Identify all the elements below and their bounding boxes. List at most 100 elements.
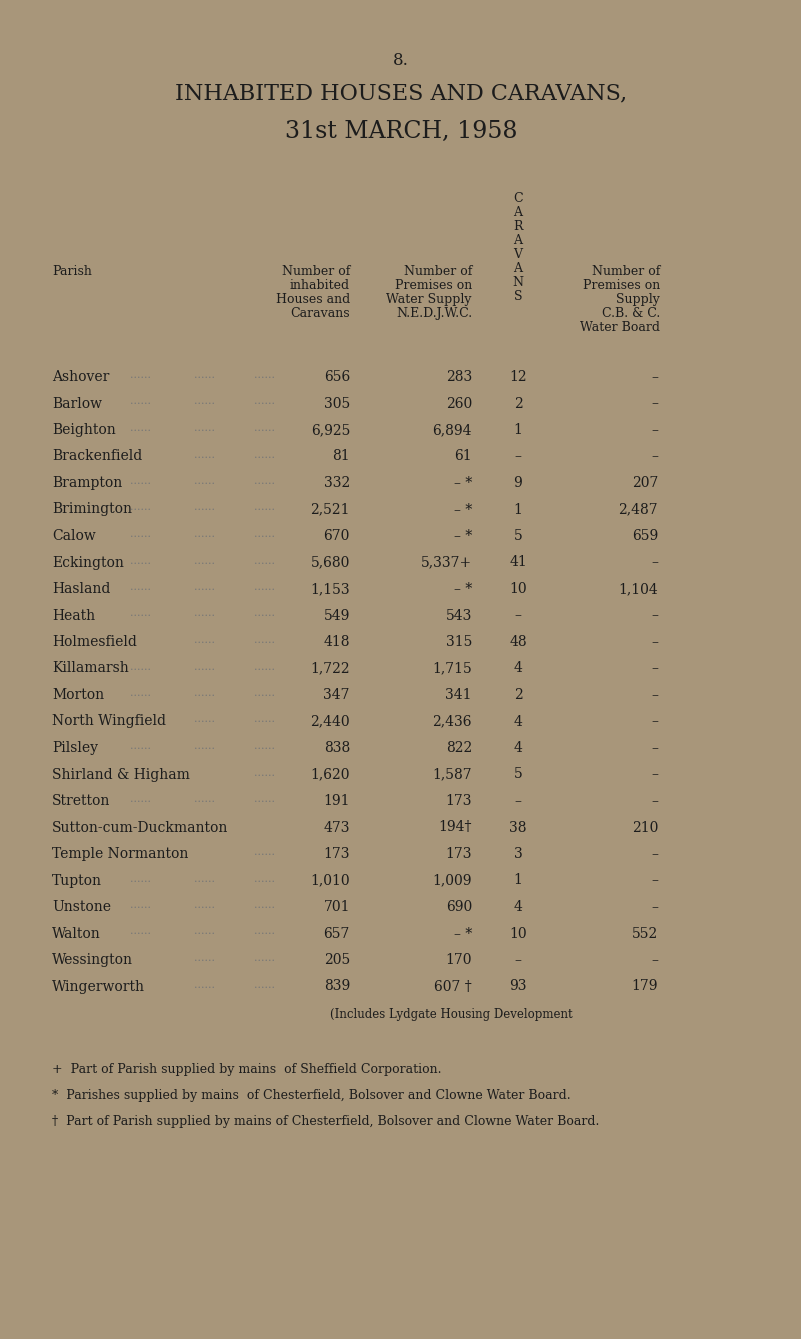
Text: – *: – *: [453, 927, 472, 940]
Text: –: –: [651, 661, 658, 675]
Text: R: R: [513, 220, 523, 233]
Text: Temple Normanton: Temple Normanton: [52, 848, 188, 861]
Text: –: –: [651, 688, 658, 702]
Text: ......: ......: [130, 661, 151, 671]
Text: Barlow: Barlow: [52, 396, 102, 411]
Text: 6,925: 6,925: [311, 423, 350, 437]
Text: Stretton: Stretton: [52, 794, 111, 807]
Text: ......: ......: [194, 953, 215, 963]
Text: Houses and: Houses and: [276, 293, 350, 307]
Text: – *: – *: [453, 529, 472, 544]
Text: 418: 418: [324, 635, 350, 649]
Text: –: –: [651, 450, 658, 463]
Text: Number of: Number of: [404, 265, 472, 279]
Text: Tupton: Tupton: [52, 873, 102, 888]
Text: ......: ......: [254, 767, 275, 778]
Text: Parish: Parish: [52, 265, 92, 279]
Text: ......: ......: [254, 450, 275, 459]
Text: 1: 1: [513, 423, 522, 437]
Text: V: V: [513, 248, 522, 261]
Text: ......: ......: [194, 502, 215, 513]
Text: 315: 315: [445, 635, 472, 649]
Text: 690: 690: [445, 900, 472, 915]
Text: 93: 93: [509, 980, 527, 994]
Text: ......: ......: [254, 661, 275, 671]
Text: 543: 543: [445, 608, 472, 623]
Text: –: –: [514, 953, 521, 967]
Text: ......: ......: [254, 927, 275, 936]
Text: ......: ......: [254, 529, 275, 540]
Text: 283: 283: [445, 370, 472, 384]
Text: 1,620: 1,620: [311, 767, 350, 782]
Text: 2: 2: [513, 396, 522, 411]
Text: –: –: [651, 953, 658, 967]
Text: 4: 4: [513, 715, 522, 728]
Text: (Includes Lydgate Housing Development: (Includes Lydgate Housing Development: [330, 1008, 573, 1022]
Text: 48: 48: [509, 635, 527, 649]
Text: 173: 173: [324, 848, 350, 861]
Text: ......: ......: [194, 608, 215, 619]
Text: 207: 207: [632, 475, 658, 490]
Text: ......: ......: [130, 794, 151, 803]
Text: 1,587: 1,587: [433, 767, 472, 782]
Text: 173: 173: [445, 848, 472, 861]
Text: 1,715: 1,715: [433, 661, 472, 675]
Text: –: –: [651, 396, 658, 411]
Text: 656: 656: [324, 370, 350, 384]
Text: ......: ......: [194, 873, 215, 884]
Text: –: –: [514, 794, 521, 807]
Text: 3: 3: [513, 848, 522, 861]
Text: Number of: Number of: [282, 265, 350, 279]
Text: 657: 657: [324, 927, 350, 940]
Text: Caravans: Caravans: [291, 307, 350, 320]
Text: 1: 1: [513, 502, 522, 517]
Text: Number of: Number of: [592, 265, 660, 279]
Text: ......: ......: [254, 608, 275, 619]
Text: ......: ......: [130, 370, 151, 380]
Text: A: A: [513, 262, 522, 274]
Text: Holmesfield: Holmesfield: [52, 635, 137, 649]
Text: inhabited: inhabited: [290, 279, 350, 292]
Text: Unstone: Unstone: [52, 900, 111, 915]
Text: 12: 12: [509, 370, 527, 384]
Text: ......: ......: [130, 582, 151, 592]
Text: Morton: Morton: [52, 688, 104, 702]
Text: ......: ......: [254, 794, 275, 803]
Text: 1,722: 1,722: [310, 661, 350, 675]
Text: –: –: [651, 423, 658, 437]
Text: 31st MARCH, 1958: 31st MARCH, 1958: [284, 121, 517, 143]
Text: Killamarsh: Killamarsh: [52, 661, 129, 675]
Text: –: –: [651, 608, 658, 623]
Text: Brackenfield: Brackenfield: [52, 450, 143, 463]
Text: Wingerworth: Wingerworth: [52, 980, 145, 994]
Text: ......: ......: [194, 582, 215, 592]
Text: ......: ......: [254, 423, 275, 432]
Text: ......: ......: [254, 370, 275, 380]
Text: Water Supply: Water Supply: [387, 293, 472, 307]
Text: ......: ......: [194, 927, 215, 936]
Text: S: S: [513, 291, 522, 303]
Text: 549: 549: [324, 608, 350, 623]
Text: 473: 473: [324, 821, 350, 834]
Text: N: N: [513, 276, 524, 289]
Text: 1,009: 1,009: [433, 873, 472, 888]
Text: Pilsley: Pilsley: [52, 740, 98, 755]
Text: 173: 173: [445, 794, 472, 807]
Text: ......: ......: [130, 900, 151, 911]
Text: 2,436: 2,436: [433, 715, 472, 728]
Text: *  Parishes supplied by mains  of Chesterfield, Bolsover and Clowne Water Board.: * Parishes supplied by mains of Chesterf…: [52, 1089, 570, 1102]
Text: +  Part of Parish supplied by mains  of Sheffield Corporation.: + Part of Parish supplied by mains of Sh…: [52, 1063, 441, 1077]
Text: ......: ......: [130, 556, 151, 565]
Text: ......: ......: [254, 740, 275, 751]
Text: ......: ......: [130, 502, 151, 513]
Text: 5: 5: [513, 767, 522, 782]
Text: ......: ......: [130, 873, 151, 884]
Text: –: –: [514, 450, 521, 463]
Text: ......: ......: [130, 608, 151, 619]
Text: 10: 10: [509, 582, 527, 596]
Text: ......: ......: [254, 502, 275, 513]
Text: Hasland: Hasland: [52, 582, 111, 596]
Text: 81: 81: [332, 450, 350, 463]
Text: 10: 10: [509, 927, 527, 940]
Text: 305: 305: [324, 396, 350, 411]
